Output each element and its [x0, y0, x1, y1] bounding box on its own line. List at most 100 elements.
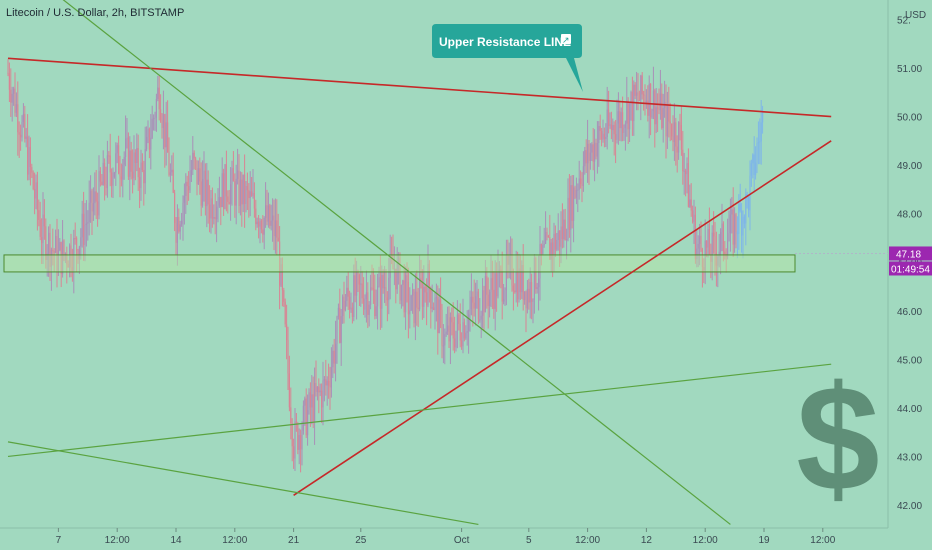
candle-body [564, 219, 566, 241]
candle-body [388, 277, 390, 301]
candle-body [525, 291, 527, 309]
candle-body [476, 291, 478, 297]
candle-body [13, 88, 15, 94]
upper-resistance-callout[interactable]: Upper Resistance LINE ↗ [432, 24, 583, 92]
trendline-4[interactable] [7, 441, 479, 526]
trendline-3[interactable] [7, 363, 832, 458]
trendline-0[interactable] [7, 57, 832, 118]
candle-body [745, 194, 747, 224]
candle-body [321, 390, 323, 408]
candle-body [624, 123, 626, 129]
candle-body [599, 126, 601, 131]
candle-body [228, 201, 230, 204]
dollar-sign-icon: $ [796, 354, 879, 522]
candle-body [511, 254, 513, 286]
candle-body [259, 220, 261, 227]
candle-body [556, 240, 558, 250]
candle-body [578, 178, 580, 190]
candle-body [756, 143, 758, 163]
trendline-1[interactable] [293, 140, 832, 496]
candle-body [70, 245, 72, 268]
candle-body [165, 122, 167, 148]
candle-body [539, 244, 541, 279]
candle-body [272, 215, 274, 221]
candle-body [435, 297, 437, 299]
candle-body [553, 233, 555, 255]
time-axis[interactable]: 7 12:00 14 12:00 21 25 Oct 5 12:00 12 12:00 19 12:00 [56, 528, 836, 546]
candle-body [531, 282, 533, 302]
candle-body [568, 197, 570, 230]
candle-body [241, 179, 243, 205]
candle-body [708, 229, 710, 255]
price-tick-label: 50.00 [897, 113, 922, 124]
candle-body [185, 181, 187, 196]
candle-body [207, 179, 209, 205]
candle-body [658, 108, 660, 111]
candle-body [679, 122, 681, 125]
candle-body [113, 172, 115, 178]
candle-body [440, 299, 442, 310]
candle-body [529, 282, 531, 303]
time-tick-label: Oct [454, 535, 470, 546]
candle-body [421, 283, 423, 307]
candle-body [591, 144, 593, 153]
candle-body [216, 206, 218, 220]
candle-body [287, 339, 289, 374]
candle-body [454, 338, 456, 348]
candle-body [277, 237, 279, 242]
candle-body [489, 292, 491, 307]
candle-body [687, 163, 689, 207]
candle-body [382, 274, 384, 289]
candle-body [32, 172, 34, 190]
candle-body [175, 223, 177, 243]
candle-body [109, 155, 111, 173]
candle-body [619, 111, 621, 129]
candle-body [171, 169, 173, 173]
candle-body [377, 285, 379, 307]
candle-body [391, 255, 393, 259]
candle-body [728, 233, 730, 242]
candle-body [232, 168, 234, 182]
candle-body [407, 282, 409, 315]
candle-body [140, 162, 142, 189]
candle-body [535, 257, 537, 289]
candle-body [472, 296, 474, 303]
candle-body [358, 274, 360, 285]
candle-body [214, 216, 216, 220]
candle-body [696, 248, 698, 259]
candle-body [389, 255, 391, 278]
candle-body [532, 299, 534, 302]
candle-body [587, 143, 589, 164]
time-tick-label: 12:00 [222, 535, 247, 546]
candle-body [297, 424, 299, 450]
candle-body [727, 241, 729, 257]
candle-body [210, 198, 212, 219]
candle-body [83, 213, 85, 245]
candle-body [35, 182, 37, 199]
candle-body [482, 290, 484, 316]
candle-body [483, 290, 485, 313]
candle-body [344, 300, 346, 311]
candle-body [533, 257, 535, 300]
candle-body [655, 107, 657, 125]
candle-body [125, 138, 127, 157]
candle-body [34, 189, 36, 199]
candle-body [69, 245, 71, 268]
candle-body [736, 231, 738, 235]
candle-body [626, 100, 628, 124]
candle-body [28, 147, 30, 175]
support-zone[interactable] [3, 254, 796, 273]
candle-body [685, 170, 687, 175]
candle-body [221, 173, 223, 208]
candle-body [112, 177, 114, 186]
candle-body [129, 150, 131, 177]
candle-body [141, 162, 143, 171]
candle-body [18, 132, 20, 135]
trendline-2[interactable] [8, 0, 731, 525]
candle-body [354, 275, 356, 296]
candle-body [669, 121, 671, 124]
currency-label: USD [905, 10, 926, 21]
price-tick-label: 48.00 [897, 210, 922, 221]
candle-body [672, 136, 674, 143]
